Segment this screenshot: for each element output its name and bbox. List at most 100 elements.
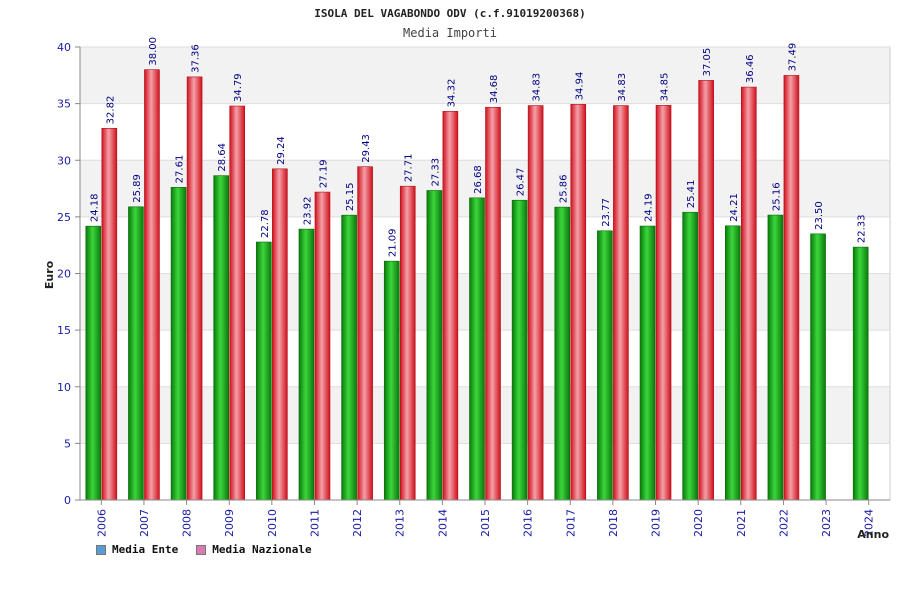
bar-media-nazionale (485, 106, 501, 501)
data-label: 25.89 (132, 174, 143, 203)
legend-swatch-nazionale (196, 544, 207, 555)
bar-media-ente (213, 175, 230, 501)
legend-label-ente: Media Ente (112, 543, 179, 556)
x-tick-label: 2019 (650, 509, 663, 537)
data-label: 34.68 (489, 75, 500, 104)
data-label: 21.09 (388, 229, 399, 258)
x-tick-label: 2024 (863, 509, 876, 537)
bar-media-nazionale (442, 111, 459, 501)
x-tick-label: 2022 (777, 509, 790, 537)
data-label: 29.43 (361, 134, 372, 163)
bar-media-nazionale (613, 105, 629, 501)
data-label: 23.77 (601, 198, 612, 227)
data-labels: 24.18 32.82 25.89 38.00 27.61 37.36 28.64 34.79… (89, 37, 867, 257)
data-label: 37.36 (191, 44, 202, 73)
data-label: 27.19 (318, 159, 329, 188)
bar-media-ente (767, 214, 784, 501)
bar-media-nazionale (101, 128, 118, 501)
x-tick-label: 2009 (223, 509, 236, 537)
x-tick-label: 2013 (394, 509, 407, 537)
data-label: 22.33 (857, 214, 868, 243)
data-label: 25.15 (345, 183, 356, 212)
x-tick-label: 2021 (735, 509, 748, 537)
x-tick-label: 2010 (266, 509, 279, 537)
bar-media-ente (383, 260, 400, 501)
data-label: 25.86 (558, 174, 569, 203)
bar-media-ente (85, 225, 102, 501)
data-label: 24.19 (644, 193, 655, 222)
bar-media-nazionale (783, 75, 800, 501)
y-axis-ticks: 0 5 10 15 20 25 30 35 40 (57, 41, 81, 507)
x-tick-label: 2008 (181, 509, 194, 537)
bar-media-ente (554, 206, 571, 501)
data-label: 34.85 (660, 73, 671, 102)
y-tick-label: 5 (64, 437, 71, 450)
y-tick-label: 10 (57, 381, 71, 394)
data-label: 34.83 (617, 73, 628, 102)
y-tick-label: 15 (57, 324, 71, 337)
chart-subtitle: Media Importi (403, 26, 497, 40)
x-tick-label: 2018 (607, 509, 620, 537)
data-label: 34.79 (233, 73, 244, 102)
bar-media-ente (128, 206, 144, 501)
data-label: 34.94 (574, 72, 585, 101)
bar-media-nazionale (357, 166, 373, 501)
chart-title: ISOLA DEL VAGABONDO ODV (c.f.91019200368… (314, 7, 586, 20)
y-tick-label: 0 (64, 494, 71, 507)
bar-media-ente (724, 225, 741, 501)
bar-media-nazionale (314, 191, 331, 501)
x-tick-label: 2012 (351, 509, 364, 537)
bar-media-ente (256, 241, 272, 501)
bar-media-ente (597, 230, 613, 501)
y-tick-label: 25 (57, 211, 71, 224)
legend-swatch-ente (96, 544, 106, 555)
bar-media-nazionale (186, 76, 203, 501)
x-tick-label: 2011 (308, 509, 321, 537)
x-axis-label: Anno (857, 528, 889, 541)
data-label: 29.24 (276, 136, 287, 165)
legend-item-nazionale: Media Nazionale (196, 543, 312, 556)
data-label: 23.92 (302, 196, 313, 225)
data-label: 27.61 (175, 155, 186, 184)
y-tick-label: 40 (57, 41, 71, 54)
data-label: 22.78 (260, 209, 271, 238)
bar-media-nazionale (740, 86, 757, 501)
bar-media-ente (426, 190, 443, 501)
bar-media-ente (511, 199, 528, 501)
x-tick-label: 2007 (138, 509, 151, 537)
x-axis-ticks: 2006 2007 2008 2009 2010 2011 2012 2013 2014 2015… (80, 499, 890, 537)
data-label: 28.64 (217, 143, 228, 172)
data-label: 34.32 (446, 79, 457, 108)
bar-media-nazionale (272, 168, 288, 501)
bar-media-ente (341, 214, 357, 501)
data-label: 37.05 (702, 48, 713, 77)
data-label: 32.82 (105, 96, 116, 125)
bars (85, 69, 869, 501)
legend: Media Ente Media Nazionale (96, 543, 312, 556)
y-tick-label: 30 (57, 154, 71, 167)
bar-media-nazionale (655, 105, 672, 501)
data-label: 23.50 (814, 201, 825, 230)
data-label: 37.49 (787, 43, 798, 72)
x-tick-label: 2020 (692, 509, 705, 537)
data-label: 25.16 (771, 182, 782, 211)
bar-media-ente (469, 197, 485, 501)
data-label: 34.83 (532, 73, 543, 102)
data-label: 25.41 (686, 180, 697, 209)
bar-media-nazionale (229, 105, 246, 501)
data-label: 36.46 (745, 54, 756, 83)
x-tick-label: 2014 (436, 509, 449, 537)
bar-media-ente (170, 187, 187, 501)
x-tick-label: 2016 (522, 509, 535, 537)
bar-media-ente (810, 233, 826, 501)
x-tick-label: 2006 (95, 509, 108, 537)
bar-media-nazionale (399, 185, 416, 501)
bar-media-nazionale (570, 104, 587, 501)
y-axis-label: Euro (43, 260, 56, 289)
bar-media-ente (639, 225, 656, 501)
bar-media-nazionale (144, 69, 160, 501)
data-label: 26.47 (516, 168, 527, 197)
x-tick-label: 2017 (564, 509, 577, 537)
data-label: 24.21 (729, 193, 740, 222)
